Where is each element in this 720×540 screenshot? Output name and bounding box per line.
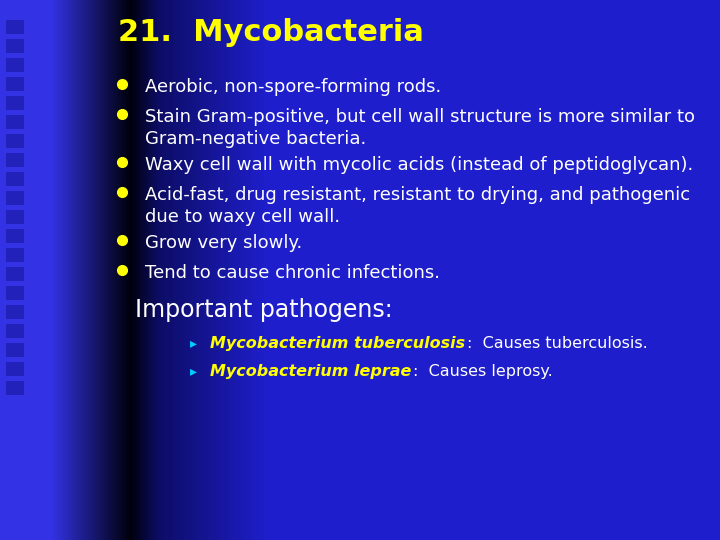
Text: Aerobic, non-spore-forming rods.: Aerobic, non-spore-forming rods. (145, 78, 441, 96)
Bar (6, 58, 24, 72)
Text: Tend to cause chronic infections.: Tend to cause chronic infections. (145, 264, 440, 282)
Text: Grow very slowly.: Grow very slowly. (145, 234, 302, 252)
Bar (6, 39, 24, 53)
Bar (6, 362, 24, 376)
Bar (6, 324, 24, 338)
Bar (6, 286, 24, 300)
Bar (6, 210, 24, 224)
Bar (6, 381, 24, 395)
Text: Important pathogens:: Important pathogens: (135, 298, 392, 322)
Text: Mycobacterium tuberculosis: Mycobacterium tuberculosis (210, 336, 465, 351)
Bar (6, 77, 24, 91)
Bar (6, 305, 24, 319)
Bar (6, 115, 24, 129)
Bar (6, 267, 24, 281)
Text: Stain Gram-positive, but cell wall structure is more similar to
Gram-negative ba: Stain Gram-positive, but cell wall struc… (145, 108, 695, 147)
Bar (6, 134, 24, 148)
Text: ▸: ▸ (190, 336, 197, 350)
Bar (6, 248, 24, 262)
Text: :  Causes tuberculosis.: : Causes tuberculosis. (467, 336, 648, 351)
Text: Waxy cell wall with mycolic acids (instead of peptidoglycan).: Waxy cell wall with mycolic acids (inste… (145, 156, 693, 174)
Bar (6, 153, 24, 167)
Text: Acid-fast, drug resistant, resistant to drying, and pathogenic
due to waxy cell : Acid-fast, drug resistant, resistant to … (145, 186, 690, 226)
Bar (6, 172, 24, 186)
Text: Mycobacterium leprae: Mycobacterium leprae (210, 364, 411, 379)
Text: 21.  Mycobacteria: 21. Mycobacteria (118, 18, 424, 47)
Text: ▸: ▸ (190, 364, 197, 378)
Bar (6, 343, 24, 357)
Bar (6, 229, 24, 243)
Bar (6, 191, 24, 205)
Bar (6, 96, 24, 110)
Text: :  Causes leprosy.: : Causes leprosy. (413, 364, 553, 379)
Bar (6, 20, 24, 34)
